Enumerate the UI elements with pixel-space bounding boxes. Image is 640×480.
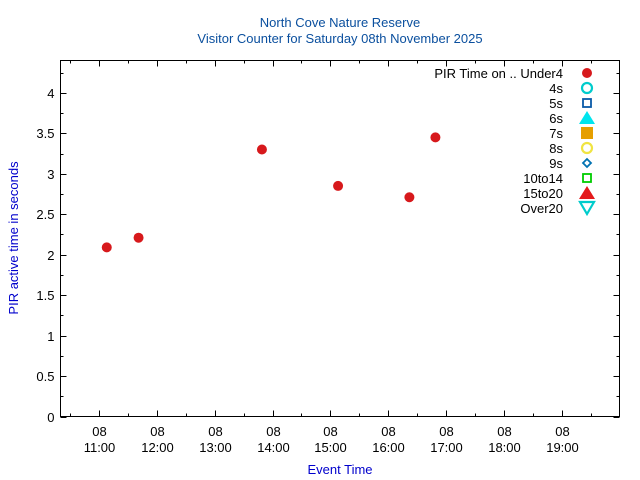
legend-label: 10to14 — [523, 171, 563, 186]
x-tick-time: 13:00 — [199, 440, 232, 455]
legend-marker — [580, 141, 594, 155]
x-tick-day: 08 — [92, 424, 106, 439]
legend-marker — [582, 68, 592, 78]
y-tick-label: 3 — [47, 167, 54, 182]
legend-marker — [579, 111, 595, 124]
y-tick-label: 1.5 — [36, 288, 54, 303]
x-tick-day: 08 — [266, 424, 280, 439]
y-axis-label: PIR active time in seconds — [6, 161, 21, 315]
y-tick-label: 0 — [47, 410, 54, 425]
legend-label: 8s — [549, 141, 563, 156]
x-tick-day: 08 — [150, 424, 164, 439]
x-tick-time: 11:00 — [84, 440, 116, 455]
x-tick-time: 18:00 — [488, 440, 521, 455]
y-tick-label: 1 — [47, 329, 54, 344]
data-point — [430, 132, 441, 143]
legend-label: 5s — [549, 96, 563, 111]
y-tick-label: 2 — [47, 248, 54, 263]
chart-title: North Cove Nature Reserve — [260, 15, 420, 30]
x-tick-day: 08 — [323, 424, 337, 439]
y-tick-label: 3.5 — [36, 126, 54, 141]
x-tick-day: 08 — [381, 424, 395, 439]
legend-marker — [580, 81, 594, 95]
legend-label: Over20 — [520, 201, 563, 216]
x-axis-label: Event Time — [307, 462, 372, 477]
chart-subtitle: Visitor Counter for Saturday 08th Novemb… — [197, 31, 482, 46]
x-tick-time: 12:00 — [141, 440, 174, 455]
legend-label: 15to20 — [523, 186, 563, 201]
legend-label: 6s — [549, 111, 563, 126]
legend-marker — [581, 127, 593, 139]
y-tick-label: 4 — [47, 86, 54, 101]
x-tick-time: 17:00 — [430, 440, 463, 455]
x-tick-day: 08 — [208, 424, 222, 439]
legend-label: 7s — [549, 126, 563, 141]
x-tick-day: 08 — [439, 424, 453, 439]
legend-label: 4s — [549, 81, 563, 96]
legend-marker — [581, 157, 593, 169]
data-point — [133, 232, 144, 243]
y-axis: 0 0.5 1 1.5 2 2.5 3 3.5 4 — [36, 73, 620, 425]
data-point — [333, 180, 344, 191]
x-tick-time: 19:00 — [546, 440, 579, 455]
data-point — [256, 144, 267, 155]
legend-label: 9s — [549, 156, 563, 171]
legend: PIR Time on .. Under44s5s6s7s8s9s10to141… — [434, 66, 596, 217]
data-point — [404, 192, 415, 203]
legend-marker — [582, 173, 592, 183]
x-tick-day: 08 — [497, 424, 511, 439]
x-tick-time: 14:00 — [257, 440, 290, 455]
y-tick-label: 2.5 — [36, 207, 54, 222]
legend-marker — [578, 200, 596, 217]
legend-marker — [579, 186, 595, 199]
plot-area — [60, 60, 620, 417]
x-tick-time: 16:00 — [372, 440, 405, 455]
x-tick-day: 08 — [555, 424, 569, 439]
data-points — [101, 132, 441, 253]
data-point — [101, 242, 112, 253]
x-axis: 0811:000812:000813:000814:000815:000816:… — [70, 60, 592, 455]
y-tick-label: 0.5 — [36, 369, 54, 384]
legend-label: PIR Time on .. Under4 — [434, 66, 563, 81]
x-tick-time: 15:00 — [314, 440, 347, 455]
legend-marker — [582, 98, 592, 108]
